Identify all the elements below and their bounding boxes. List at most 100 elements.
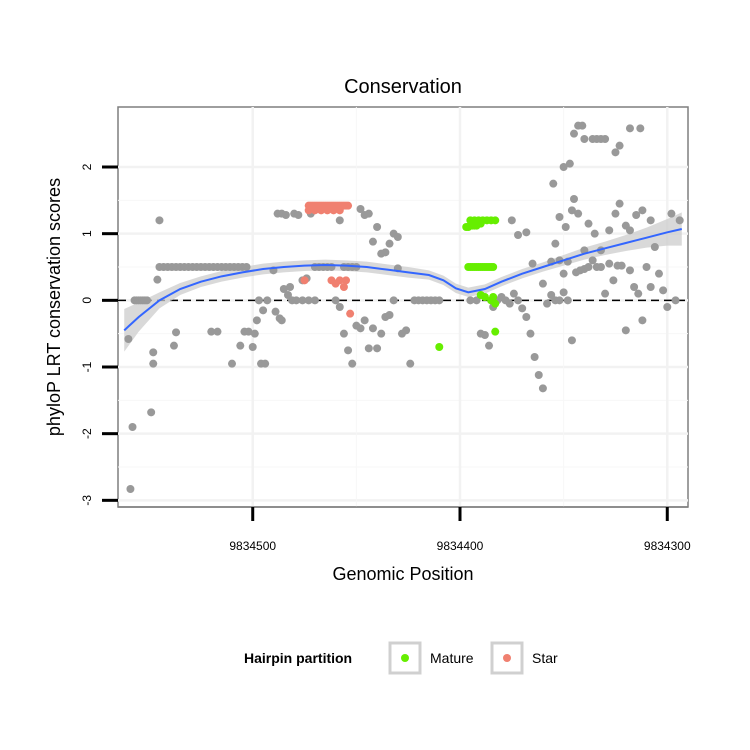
y-tick-label: 0 bbox=[80, 297, 94, 304]
data-point-other bbox=[505, 299, 514, 308]
data-point-other bbox=[331, 296, 340, 305]
data-point-star bbox=[339, 283, 348, 291]
data-point-other bbox=[605, 259, 614, 268]
data-point-other bbox=[149, 348, 158, 357]
data-point-other bbox=[248, 343, 257, 351]
data-point-other bbox=[518, 304, 527, 313]
data-point-other bbox=[646, 283, 655, 291]
data-point-other bbox=[543, 299, 552, 308]
data-point-other bbox=[570, 195, 578, 203]
data-point-star bbox=[335, 276, 344, 285]
data-point-star bbox=[342, 276, 350, 285]
data-point-other bbox=[538, 384, 547, 393]
data-point-other bbox=[147, 408, 156, 417]
data-point-other bbox=[298, 296, 307, 305]
data-point-other bbox=[213, 327, 222, 336]
data-point-star bbox=[310, 206, 319, 215]
data-point-other bbox=[528, 259, 537, 268]
data-point-other bbox=[588, 256, 597, 265]
data-point-mature bbox=[489, 293, 498, 301]
data-point-other bbox=[636, 124, 645, 133]
data-point-other bbox=[601, 289, 610, 298]
data-point-other bbox=[632, 211, 641, 219]
data-point-other bbox=[236, 341, 245, 350]
data-point-mature bbox=[489, 263, 498, 271]
data-point-other bbox=[567, 206, 576, 215]
data-point-other bbox=[480, 331, 489, 339]
data-point-other bbox=[360, 316, 369, 325]
data-point-other bbox=[551, 239, 560, 248]
data-point-other bbox=[364, 209, 373, 218]
data-point-other bbox=[507, 216, 516, 225]
data-point-mature bbox=[491, 216, 500, 225]
data-point-other bbox=[671, 296, 680, 305]
data-point-other bbox=[155, 216, 164, 225]
grid-lines bbox=[118, 107, 688, 507]
y-tick-label: -3 bbox=[80, 495, 94, 506]
data-point-other bbox=[561, 223, 570, 231]
data-point-other bbox=[611, 148, 620, 157]
data-point-other bbox=[149, 359, 158, 368]
x-tick-label: 9834500 bbox=[229, 539, 276, 553]
data-point-other bbox=[263, 296, 272, 305]
data-point-star bbox=[304, 206, 313, 215]
data-point-other bbox=[344, 346, 353, 355]
data-point-other bbox=[638, 316, 647, 325]
data-point-other bbox=[304, 296, 313, 305]
data-point-other bbox=[563, 296, 572, 305]
data-point-other bbox=[385, 239, 394, 248]
data-point-other bbox=[294, 211, 303, 219]
x-tick-label: 9834300 bbox=[644, 539, 691, 553]
data-point-other bbox=[406, 359, 415, 368]
data-point-other bbox=[522, 228, 531, 237]
data-point-other bbox=[522, 313, 531, 321]
data-point-other bbox=[377, 329, 386, 338]
data-point-other bbox=[530, 353, 539, 361]
data-point-other bbox=[335, 216, 344, 225]
data-point-other bbox=[514, 296, 523, 305]
data-point-other bbox=[596, 263, 605, 271]
legend-dot-star bbox=[503, 654, 511, 662]
smooth-curve bbox=[123, 228, 683, 332]
data-point-other bbox=[601, 135, 610, 143]
data-point-other bbox=[584, 219, 593, 228]
data-point-mature bbox=[480, 293, 489, 301]
data-point-other bbox=[584, 263, 593, 271]
data-point-other bbox=[261, 359, 270, 368]
data-point-other bbox=[534, 371, 543, 379]
data-point-other bbox=[526, 329, 535, 338]
data-point-mature bbox=[491, 327, 500, 336]
y-tick-label: -1 bbox=[80, 361, 94, 372]
data-point-other bbox=[364, 344, 373, 353]
data-point-other bbox=[650, 243, 659, 251]
chart-title: Conservation bbox=[344, 76, 462, 98]
data-point-other bbox=[580, 135, 589, 143]
data-point-other bbox=[625, 266, 634, 275]
data-point-star bbox=[346, 309, 355, 318]
x-axis-label: Genomic Position bbox=[332, 564, 473, 584]
data-point-other bbox=[625, 124, 634, 133]
y-axis: 2 1 0 -1 -2 -3 bbox=[80, 163, 118, 506]
data-point-other bbox=[485, 341, 494, 350]
data-point-other bbox=[385, 311, 394, 319]
data-point-other bbox=[634, 289, 643, 298]
data-point-star bbox=[323, 206, 332, 215]
data-point-other bbox=[381, 248, 390, 257]
data-point-other bbox=[126, 485, 135, 493]
smooth-curve-group bbox=[123, 228, 683, 332]
data-point-other bbox=[617, 261, 626, 270]
data-point-mature bbox=[435, 343, 444, 351]
data-point-other bbox=[435, 296, 444, 305]
y-tick-label: 1 bbox=[80, 230, 94, 237]
data-point-star bbox=[344, 201, 353, 210]
data-point-other bbox=[567, 336, 576, 345]
data-point-other bbox=[578, 121, 587, 130]
data-point-other bbox=[630, 283, 639, 291]
data-point-star bbox=[329, 206, 338, 215]
y-axis-label: phyloP LRT conservation scores bbox=[44, 178, 64, 436]
y-tick-label: -2 bbox=[80, 428, 94, 439]
data-point-other bbox=[286, 283, 295, 291]
data-point-other bbox=[611, 209, 620, 218]
data-point-other bbox=[570, 129, 578, 138]
data-point-other bbox=[615, 199, 624, 208]
